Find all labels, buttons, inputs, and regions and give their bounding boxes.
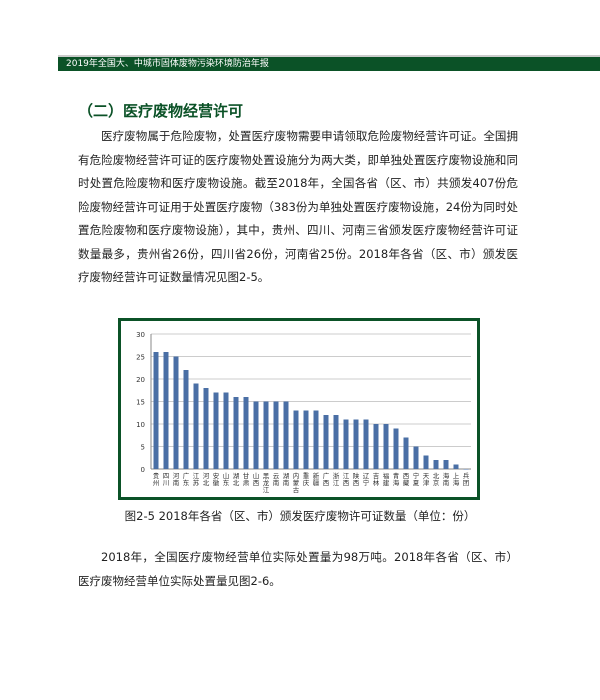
bar xyxy=(453,464,459,469)
x-tick-label: 内蒙古 xyxy=(293,471,300,494)
bar xyxy=(323,415,329,469)
x-tick-label: 陕西 xyxy=(353,471,360,487)
bar xyxy=(333,415,339,469)
x-tick-label: 安徽 xyxy=(213,471,220,487)
bar xyxy=(413,446,419,469)
bar xyxy=(433,460,439,469)
bar xyxy=(263,401,269,469)
y-tick-label: 30 xyxy=(136,331,145,339)
bar xyxy=(393,428,399,469)
bar xyxy=(383,424,389,469)
x-tick-label: 天津 xyxy=(423,472,430,487)
bar xyxy=(463,469,469,470)
y-tick-label: 5 xyxy=(141,444,145,452)
bar xyxy=(303,410,309,469)
bar xyxy=(293,410,299,469)
bar xyxy=(363,419,369,469)
bar xyxy=(353,419,359,469)
figure-frame: 0 5 10 15 20 25 30 贵州 四川 河南 广东 江苏 河北 安徽 山东 湖北 甘肃 山西 黑龙江 云南湖… xyxy=(118,318,480,500)
bar xyxy=(283,401,289,469)
y-tick-label: 20 xyxy=(136,376,145,384)
x-tick-label: 云南 xyxy=(273,472,280,487)
paragraph: 医疗废物属于危险废物，处置医疗废物需要申请领取危险废物经营许可证。全国拥有危险废… xyxy=(78,129,518,284)
bar xyxy=(173,356,179,469)
y-tick-label: 0 xyxy=(141,466,145,474)
x-tick-label: 江西 xyxy=(343,472,350,487)
bar xyxy=(183,370,189,469)
y-tick-label: 15 xyxy=(136,399,145,407)
x-tick-label: 山西 xyxy=(253,471,260,487)
bar xyxy=(273,401,279,469)
paragraph: 2018年，全国医疗废物经营单位实际处置量为98万吨。2018年各省（区、市）医… xyxy=(78,550,518,588)
bar-chart: 0 5 10 15 20 25 30 贵州四川河南广东江苏河北安徽山东湖北甘肃山西黑龙江云南湖… xyxy=(136,331,471,494)
bar xyxy=(193,383,199,469)
bar xyxy=(223,392,229,469)
bar xyxy=(373,424,379,469)
bar xyxy=(403,437,409,469)
section-title: （二）医疗废物经营许可 xyxy=(78,102,244,120)
bar xyxy=(213,392,219,469)
bar xyxy=(163,352,169,469)
bar xyxy=(153,352,159,469)
y-tick-label: 25 xyxy=(136,354,145,362)
x-tick-label: 北京 xyxy=(433,472,440,487)
bar xyxy=(313,410,319,469)
x-tick-label: 甘肃 xyxy=(243,471,250,487)
x-tick-label: 黑龙江 xyxy=(263,472,270,494)
x-tick-label: 河北 xyxy=(203,472,210,487)
x-tick-label: 四川 xyxy=(163,472,170,487)
x-tick-label: 海南 xyxy=(443,471,450,487)
bar xyxy=(233,397,239,469)
bar xyxy=(243,397,249,469)
bar xyxy=(443,460,449,469)
x-tick-label: 吉林 xyxy=(373,472,380,487)
x-tick-label: 青海 xyxy=(393,471,400,487)
bar xyxy=(423,455,429,469)
x-tick-label: 贵州 xyxy=(153,471,160,487)
bar xyxy=(253,401,259,469)
bar xyxy=(203,388,209,469)
report-header-title: 2019年全国大、中城市固体废物污染环境防治年报 xyxy=(66,59,269,69)
bar xyxy=(343,419,349,469)
x-tick-label: 广东 xyxy=(183,471,190,487)
x-tick-label: 湖北 xyxy=(233,471,240,487)
x-tick-label: 上海 xyxy=(453,471,460,487)
x-tick-label: 福建 xyxy=(383,471,390,487)
x-tick-label: 新疆 xyxy=(313,471,320,487)
x-tick-label: 西藏 xyxy=(403,472,410,487)
x-tick-label: 兵团 xyxy=(463,471,470,487)
x-tick-label: 江苏 xyxy=(193,472,200,487)
y-tick-label: 10 xyxy=(136,421,145,429)
x-tick-label: 宁夏 xyxy=(413,471,420,487)
x-tick-label: 河南 xyxy=(173,472,180,487)
x-tick-label: 湖南 xyxy=(283,471,290,487)
x-tick-label: 山东 xyxy=(223,471,230,487)
x-tick-label: 浙江 xyxy=(333,471,340,487)
x-tick-label: 辽宁 xyxy=(363,472,370,487)
figure-caption: 图2-5 2018年各省（区、市）颁发医疗废物许可证数量（单位：份） xyxy=(124,509,476,523)
x-tick-label: 重庆 xyxy=(303,472,310,487)
report-header-bar: 2019年全国大、中城市固体废物污染环境防治年报 xyxy=(58,55,600,71)
x-tick-label: 广西 xyxy=(323,471,330,487)
